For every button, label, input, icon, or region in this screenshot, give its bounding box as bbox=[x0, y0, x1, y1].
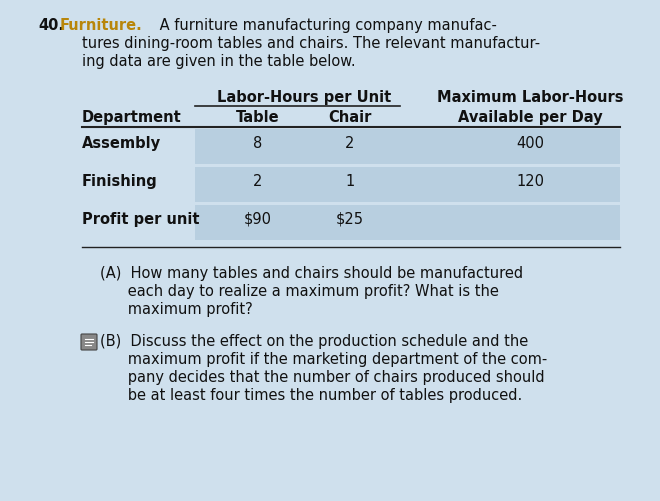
Text: Chair: Chair bbox=[328, 110, 372, 125]
Text: maximum profit?: maximum profit? bbox=[100, 302, 253, 316]
Text: each day to realize a maximum profit? What is the: each day to realize a maximum profit? Wh… bbox=[100, 284, 499, 299]
Text: (A)  How many tables and chairs should be manufactured: (A) How many tables and chairs should be… bbox=[100, 266, 523, 281]
Text: Furniture.: Furniture. bbox=[60, 18, 143, 33]
Text: Labor-Hours per Unit: Labor-Hours per Unit bbox=[217, 90, 391, 105]
Bar bbox=[195, 130, 620, 165]
Text: ing data are given in the table below.: ing data are given in the table below. bbox=[82, 54, 356, 69]
Text: 400: 400 bbox=[516, 136, 544, 151]
Text: 40.: 40. bbox=[38, 18, 64, 33]
Text: A furniture manufacturing company manufac-: A furniture manufacturing company manufa… bbox=[155, 18, 497, 33]
Text: Finishing: Finishing bbox=[82, 174, 158, 188]
Text: 2: 2 bbox=[345, 136, 354, 151]
Text: Assembly: Assembly bbox=[82, 136, 161, 151]
Text: 8: 8 bbox=[253, 136, 263, 151]
Text: 120: 120 bbox=[516, 174, 544, 188]
Text: Maximum Labor-Hours: Maximum Labor-Hours bbox=[437, 90, 623, 105]
Text: (B)  Discuss the effect on the production schedule and the: (B) Discuss the effect on the production… bbox=[100, 333, 528, 348]
Text: $90: $90 bbox=[244, 211, 272, 226]
Text: pany decides that the number of chairs produced should: pany decides that the number of chairs p… bbox=[100, 369, 544, 384]
Text: maximum profit if the marketing department of the com-: maximum profit if the marketing departme… bbox=[100, 351, 547, 366]
Text: Profit per unit: Profit per unit bbox=[82, 211, 199, 226]
Text: 2: 2 bbox=[253, 174, 263, 188]
Text: $25: $25 bbox=[336, 211, 364, 226]
Text: 1: 1 bbox=[345, 174, 354, 188]
Bar bbox=[195, 168, 620, 202]
FancyBboxPatch shape bbox=[81, 334, 97, 350]
Text: Available per Day: Available per Day bbox=[457, 110, 603, 125]
Bar bbox=[195, 205, 620, 240]
Text: Table: Table bbox=[236, 110, 280, 125]
Text: be at least four times the number of tables produced.: be at least four times the number of tab… bbox=[100, 387, 522, 402]
Text: tures dining-room tables and chairs. The relevant manufactur-: tures dining-room tables and chairs. The… bbox=[82, 36, 540, 51]
Text: Department: Department bbox=[82, 110, 182, 125]
